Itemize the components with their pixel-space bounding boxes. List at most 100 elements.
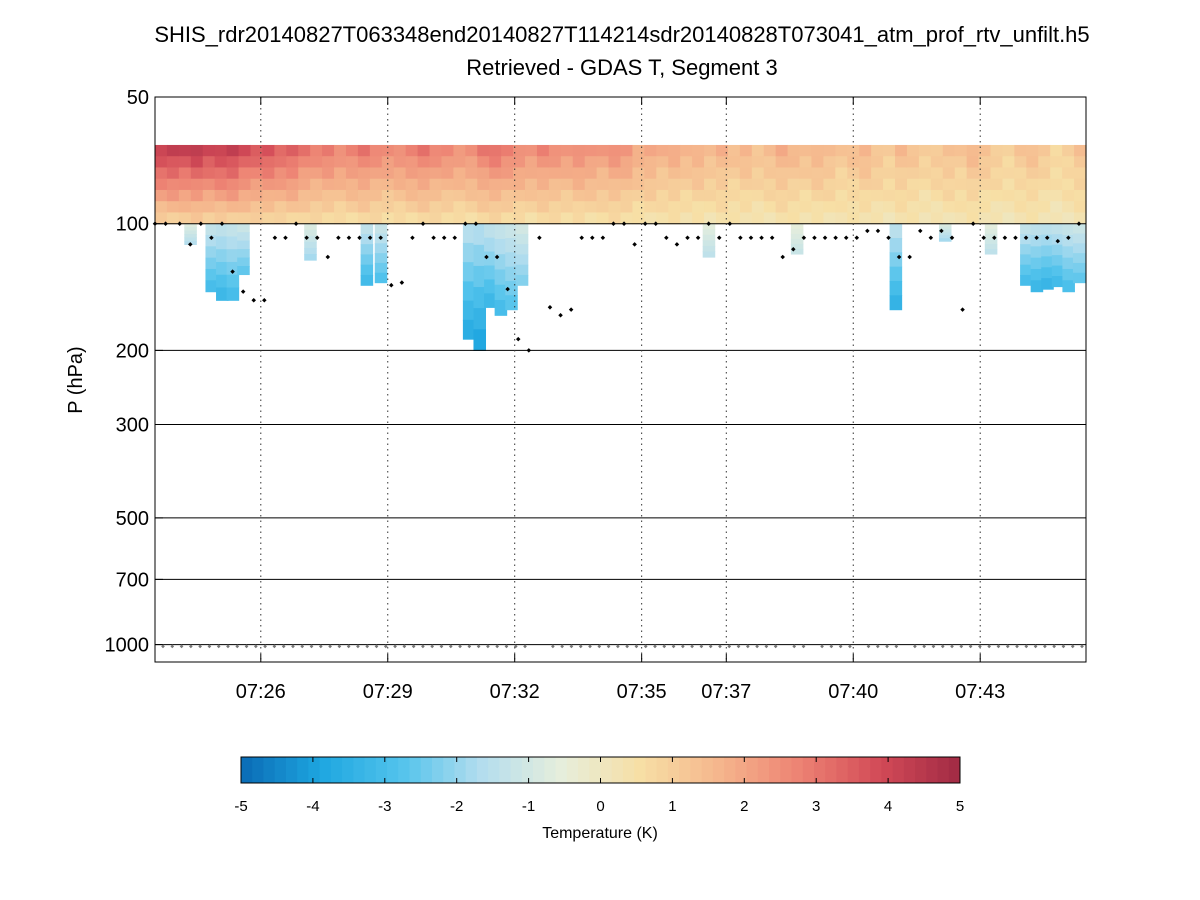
heatmap-cell [572,201,586,214]
heatmap-cell [608,144,622,157]
surface-marker [736,644,741,649]
surface-marker [337,644,342,649]
cold-anomaly-cell [226,261,240,276]
heatmap-cell [1062,201,1075,214]
heatmap-cell [930,212,944,225]
surface-marker [467,644,472,649]
heatmap-cell [155,201,168,214]
surface-marker [569,644,574,649]
heatmap-cell [775,156,789,169]
heatmap-cell [274,167,287,180]
heatmap-cell [596,189,610,202]
tropopause-marker [632,242,637,247]
tropopause-marker [843,235,849,241]
tropopause-marker [494,254,500,260]
heatmap-cell [668,167,681,180]
colorbar-segment [274,757,287,783]
cold-anomaly-cell [226,274,240,289]
heatmap-cell [715,201,729,214]
heatmap-cell [584,201,598,214]
heatmap-cell [250,144,264,157]
heatmap-cell [429,144,443,157]
heatmap-cell [632,189,645,202]
surface-marker [671,644,676,649]
surface-marker [699,644,704,649]
surface-marker [773,644,778,649]
heatmap-cell [680,212,693,225]
heatmap-cell [417,144,431,157]
heatmap-cell [453,212,466,225]
cold-anomaly-cell [1020,244,1033,256]
heatmap-cell [966,144,980,157]
tropopause-marker [960,307,965,312]
colorbar-segment [297,757,309,783]
tropopause-marker [537,235,542,241]
heatmap-cell [286,201,299,214]
chart-subtitle: Retrieved - GDAS T, Segment 3 [466,55,777,80]
heatmap-cell [811,178,825,191]
colorbar-segment [679,757,691,783]
heatmap-cell [620,144,634,157]
cold-anomaly-cell [205,257,218,270]
cold-anomaly-cell [1051,276,1065,288]
heatmap-cell [334,201,347,214]
surface-marker [504,644,509,649]
heatmap-cell [763,189,777,202]
heatmap-cell [525,144,538,157]
heatmap-cell [190,156,204,169]
heatmap-cell [166,178,180,191]
heatmap-cell [1074,167,1087,180]
surface-marker [281,644,286,649]
heatmap-cell [990,212,1004,225]
heatmap-cell [501,178,514,191]
colorbar-segment [420,757,433,783]
heatmap-cell [536,201,550,214]
heatmap-cell [572,178,586,191]
heatmap-cell [918,178,932,191]
surface-marker [625,644,629,649]
heatmap-cell [680,189,693,202]
heatmap-cell [1050,167,1063,180]
heatmap-cell [644,178,657,191]
cold-anomaly-cell [505,266,518,282]
cold-anomaly-cell [473,223,487,246]
heatmap-cell [775,178,789,191]
heatmap-cell [1014,189,1027,202]
heatmap-cell [262,178,275,191]
tropopause-marker [748,235,754,241]
tropopause-marker [515,336,521,342]
heatmap-cell [190,144,204,157]
heatmap-cell [178,167,192,180]
surface-marker [495,644,500,649]
heatmap-cell [572,167,586,180]
surface-marker [551,644,555,649]
heatmap-cell [1038,156,1051,169]
tropopause-marker [547,305,553,310]
colorbar-segment [746,757,759,783]
heatmap-cell [417,178,431,191]
cold-anomaly-cell [790,223,804,230]
cold-anomaly-cell [1030,268,1044,281]
heatmap-cell [274,144,287,157]
heatmap-cell [883,201,896,214]
cold-anomaly-cell [462,319,476,340]
cold-anomaly-cell [1030,235,1044,247]
heatmap-cell [202,167,216,180]
heatmap-cell [560,144,574,157]
heatmap-cell [715,156,729,169]
surface-marker [922,644,927,649]
surface-marker [356,644,360,649]
surface-marker [708,644,713,649]
heatmap-cell [930,201,944,214]
heatmap-cell [178,212,192,225]
heatmap-cell [739,167,753,180]
heatmap-cell [584,144,598,157]
surface-marker [430,644,435,649]
heatmap-cell [393,156,407,169]
cold-anomaly-cell [938,232,952,236]
heatmap-cell [560,201,574,214]
heatmap-cell [823,144,836,157]
colorbar-segment [555,757,568,783]
cold-anomaly-cell [226,287,240,301]
heatmap-cell [345,156,359,169]
